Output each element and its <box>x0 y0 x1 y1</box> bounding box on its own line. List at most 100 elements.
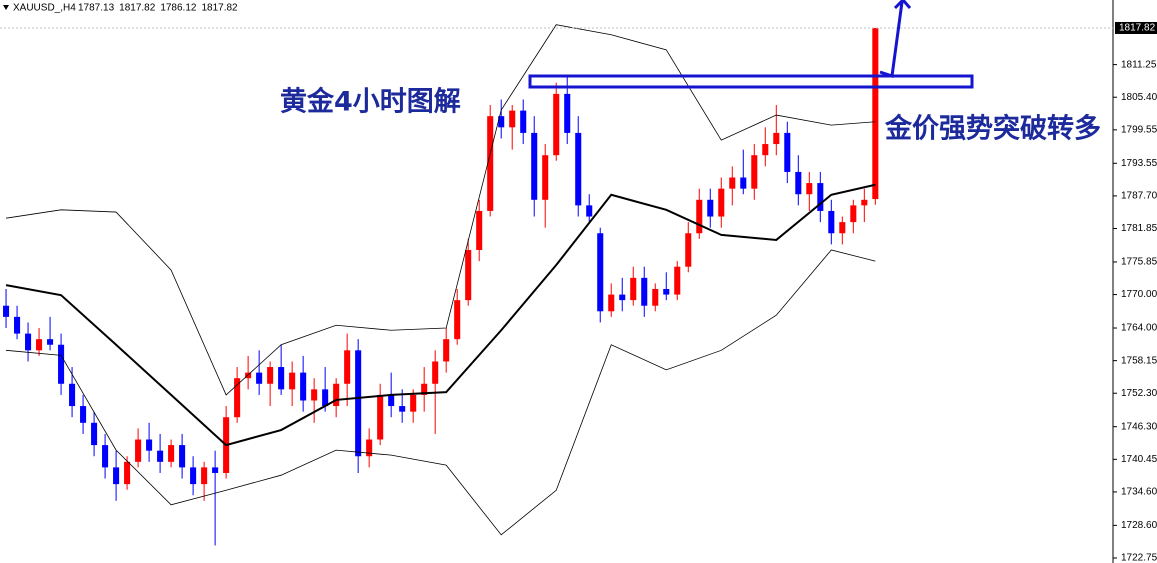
candle-body <box>58 344 65 384</box>
candle-body <box>520 110 527 133</box>
candle-body <box>278 367 285 390</box>
y-tick-label: 1734.60 <box>1121 487 1157 498</box>
candle-body <box>828 210 835 234</box>
candle-body <box>322 389 329 407</box>
y-tick-label: 1781.85 <box>1121 223 1157 234</box>
candle-body <box>157 450 164 462</box>
candle-body <box>146 439 153 451</box>
last-price-marker <box>1115 21 1157 34</box>
candle-body <box>399 406 406 412</box>
candle-body <box>135 439 142 462</box>
y-tick-label: 1728.60 <box>1121 520 1157 531</box>
header-values: 1787.13 1817.82 1786.12 1817.82 <box>78 3 238 14</box>
candle-body <box>377 394 384 440</box>
y-tick-label: 1775.85 <box>1121 257 1157 268</box>
resistance-box <box>528 74 974 89</box>
candle-body <box>311 389 318 401</box>
candle-body <box>201 467 208 485</box>
candle-body <box>674 266 681 295</box>
band-line <box>6 249 876 536</box>
candle-body <box>212 467 219 473</box>
last-price-label: 1817.82 <box>1119 23 1156 34</box>
candle-body <box>168 445 175 462</box>
candle-body <box>432 361 439 384</box>
candle-body <box>861 199 868 206</box>
plot-area <box>0 24 1113 546</box>
candle-body <box>707 199 714 217</box>
y-tick-label: 1805.40 <box>1121 92 1157 103</box>
annotation: 金价强势突破转多 <box>884 113 1101 145</box>
candle-body <box>586 205 593 217</box>
candle-body <box>663 288 670 295</box>
y-tick-label: 1740.45 <box>1121 454 1157 465</box>
candle-body <box>113 467 120 485</box>
candle-body <box>36 339 43 351</box>
y-tick-label: 1746.30 <box>1121 421 1157 432</box>
symbol: XAUUSD_,H4 <box>13 3 76 14</box>
candle-body <box>553 93 560 156</box>
candle-body <box>795 171 802 195</box>
candle-body <box>630 277 637 301</box>
candle-body <box>443 339 450 362</box>
y-tick-label: 1722.75 <box>1121 553 1157 563</box>
header-value: 1817.82 <box>201 3 238 14</box>
candle-body <box>465 249 472 301</box>
y-tick-label: 1752.30 <box>1121 388 1157 399</box>
candle-body <box>476 210 483 250</box>
candle-body <box>344 350 351 384</box>
band-line <box>5 24 876 396</box>
candle-body <box>388 394 395 407</box>
candle-body <box>740 177 747 189</box>
y-tick-label: 1787.70 <box>1121 191 1157 202</box>
annotation: 黄金4小时图解 <box>280 86 461 118</box>
candle-body <box>509 110 516 128</box>
candle-body <box>234 378 241 418</box>
header-marker <box>3 5 9 10</box>
candle-body <box>652 288 659 306</box>
candle-body <box>300 372 307 401</box>
candle-body <box>597 233 604 312</box>
candle-body <box>3 305 10 317</box>
candle-body <box>289 372 296 390</box>
candle-body <box>608 294 615 312</box>
breakout-arrow <box>879 1 904 78</box>
candle-body <box>564 93 571 133</box>
candle-body <box>179 445 186 468</box>
candle-body <box>91 422 98 446</box>
candle-body <box>872 27 879 200</box>
candle-body <box>25 333 32 351</box>
candle-body <box>410 394 417 412</box>
candle-body <box>190 467 197 485</box>
candle-body <box>245 372 252 379</box>
candle-body <box>14 316 21 334</box>
header-value: 1787.13 <box>78 3 115 14</box>
candle-body <box>641 277 648 306</box>
y-tick-label: 1770.00 <box>1121 289 1157 300</box>
y-tick-label: 1764.00 <box>1121 323 1157 334</box>
candle-body <box>839 222 846 234</box>
header-value: 1817.82 <box>119 3 156 14</box>
candle-body <box>421 383 428 395</box>
header-value: 1786.12 <box>160 3 197 14</box>
candle-body <box>806 183 813 195</box>
y-tick-label: 1799.55 <box>1121 124 1157 135</box>
y-tick-label: 1811.25 <box>1121 59 1157 70</box>
candle-body <box>751 155 758 189</box>
candle-body <box>487 116 494 211</box>
candle-body <box>333 383 340 407</box>
candle-body <box>267 367 274 384</box>
y-tick-label: 1793.55 <box>1121 158 1157 169</box>
candle-body <box>47 339 54 345</box>
candle-body <box>850 205 857 223</box>
candle-body <box>817 183 824 211</box>
candle-body <box>69 383 76 407</box>
candle-body <box>773 132 780 145</box>
candle-body <box>454 300 461 340</box>
candle-body <box>542 155 549 200</box>
candle-body <box>619 294 626 301</box>
y-tick-label: 1758.15 <box>1121 355 1157 366</box>
candle-body <box>575 132 582 206</box>
band-line <box>5 183 876 447</box>
